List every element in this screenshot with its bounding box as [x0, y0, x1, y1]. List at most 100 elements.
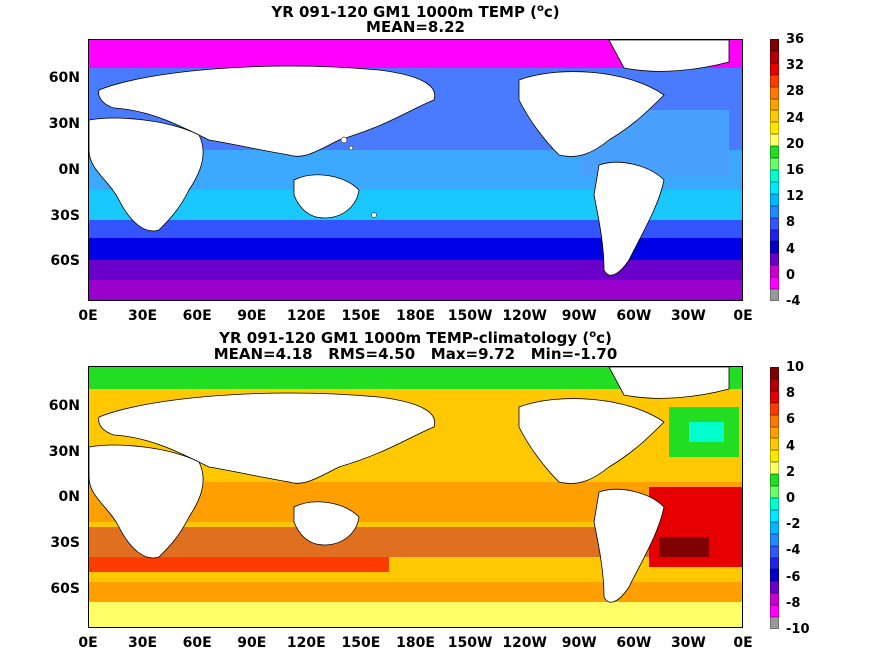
panel2-map — [88, 366, 743, 628]
colorbar-swatch — [770, 605, 779, 618]
panel1-mean: MEAN=8.22 — [366, 18, 465, 36]
panel1-title: YR 091-120 GM1 1000m TEMP (oc) — [271, 3, 560, 21]
panel2-lon-label: 30W — [670, 635, 706, 651]
colorbar-swatch — [770, 62, 779, 75]
panel1-lat-0n: 0N — [58, 162, 80, 178]
panel2-lat-0n: 0N — [58, 489, 80, 505]
colorbar-swatch — [770, 414, 779, 427]
colorbar-swatch — [770, 146, 779, 159]
colorbar-swatch — [770, 545, 779, 558]
colorbar-swatch — [770, 217, 779, 230]
colorbar-swatch — [770, 426, 779, 439]
colorbar-swatch — [770, 593, 779, 606]
colorbar-swatch — [770, 122, 779, 135]
colorbar-swatch — [770, 509, 779, 522]
colorbar-tick-label: 0 — [786, 491, 796, 506]
panel1-lon-label: 150W — [447, 308, 493, 324]
panel2-lon-label: 150E — [341, 635, 381, 651]
colorbar-tick-label: -8 — [786, 595, 801, 611]
panel1-lon-label: 60W — [616, 308, 652, 324]
panel1-lon-label: 30E — [128, 308, 158, 324]
colorbar-swatch — [770, 181, 779, 194]
colorbar-swatch — [770, 390, 779, 403]
colorbar-tick-label: 16 — [786, 163, 805, 178]
colorbar-swatch — [770, 533, 779, 546]
panel2-lon-label: 0E — [733, 635, 753, 651]
panel2-lat-30s: 30S — [50, 535, 80, 551]
panel1-lon-label: 0E — [78, 308, 98, 324]
panel2-lon-label: 120E — [286, 635, 326, 651]
colorbar-swatch — [770, 158, 779, 170]
panel1-lon-label: 90E — [237, 308, 267, 324]
panel1-lat-60n: 60N — [48, 70, 80, 86]
colorbar-swatch — [770, 557, 779, 570]
colorbar-tick-label: 4 — [786, 241, 796, 257]
colorbar-tick-label: 6 — [786, 412, 796, 428]
colorbar-swatch — [770, 521, 779, 534]
colorbar-tick-label: -4 — [786, 294, 801, 309]
colorbar-tick-label: 2 — [786, 464, 796, 480]
panel2-lat-60s: 60S — [50, 581, 80, 597]
panel1-lon-label: 0E — [733, 308, 753, 324]
panel2-lon-label: 120W — [502, 635, 547, 651]
colorbar-swatch — [770, 265, 779, 278]
panel1-map — [88, 39, 743, 301]
colorbar-swatch — [770, 86, 779, 99]
panel1-colorbar — [770, 39, 779, 301]
colorbar-swatch — [770, 581, 779, 594]
panel1-lon-label: 30W — [670, 308, 706, 324]
colorbar-tick-label: 12 — [786, 189, 805, 205]
panel1-lat-60s: 60S — [50, 253, 80, 269]
colorbar-swatch — [770, 486, 779, 498]
colorbar-tick-label: 10 — [786, 360, 805, 375]
colorbar-swatch — [770, 229, 779, 242]
colorbar-swatch — [770, 378, 779, 391]
colorbar-swatch — [770, 289, 779, 301]
panel1-lon-label: 120E — [286, 308, 326, 324]
colorbar-swatch — [770, 474, 779, 487]
colorbar-swatch — [770, 367, 779, 379]
colorbar-swatch — [770, 39, 779, 51]
panel1-lon-label: 150E — [341, 308, 381, 324]
colorbar-swatch — [770, 74, 779, 87]
colorbar-swatch — [770, 253, 779, 266]
colorbar-swatch — [770, 617, 779, 629]
colorbar-swatch — [770, 193, 779, 206]
colorbar-swatch — [770, 205, 779, 218]
colorbar-tick-label: 28 — [786, 84, 805, 100]
colorbar-tick-label: -6 — [786, 569, 801, 585]
panel2-lon-label: 60W — [616, 635, 652, 651]
panel2-lat-60n: 60N — [48, 398, 80, 414]
colorbar-swatch — [770, 438, 779, 451]
colorbar-tick-label: -2 — [786, 517, 801, 533]
panel1-lat-30s: 30S — [50, 208, 80, 224]
panel2-lon-label: 0E — [78, 635, 98, 651]
panel1-lon-label: 120W — [502, 308, 547, 324]
panel1-lat-30n: 30N — [48, 116, 80, 132]
colorbar-swatch — [770, 98, 779, 111]
panel2-lon-label: 150W — [447, 635, 493, 651]
colorbar-swatch — [770, 50, 779, 63]
colorbar-swatch — [770, 450, 779, 463]
colorbar-tick-label: 8 — [786, 215, 796, 231]
colorbar-tick-label: 0 — [786, 267, 796, 283]
colorbar-tick-label: -10 — [786, 622, 810, 637]
panel1-lon-label: 180E — [396, 308, 435, 324]
colorbar-swatch — [770, 402, 779, 415]
panel2-lon-label: 180E — [396, 635, 435, 651]
colorbar-swatch — [770, 569, 779, 582]
panel2-lon-label: 90W — [561, 635, 597, 651]
panel2-colorbar — [770, 367, 779, 629]
colorbar-swatch — [770, 169, 779, 182]
colorbar-tick-label: 24 — [786, 110, 805, 126]
panel2-lon-label: 90E — [237, 635, 267, 651]
panel2-lon-label: 30E — [128, 635, 158, 651]
colorbar-swatch — [770, 497, 779, 510]
colorbar-tick-label: 8 — [786, 386, 796, 402]
panel1-lon-label: 90W — [561, 308, 597, 324]
panel2-lon-label: 60E — [182, 635, 212, 651]
colorbar-swatch — [770, 110, 779, 123]
colorbar-swatch — [770, 241, 779, 254]
colorbar-tick-label: -4 — [786, 543, 801, 559]
colorbar-swatch — [770, 462, 779, 475]
